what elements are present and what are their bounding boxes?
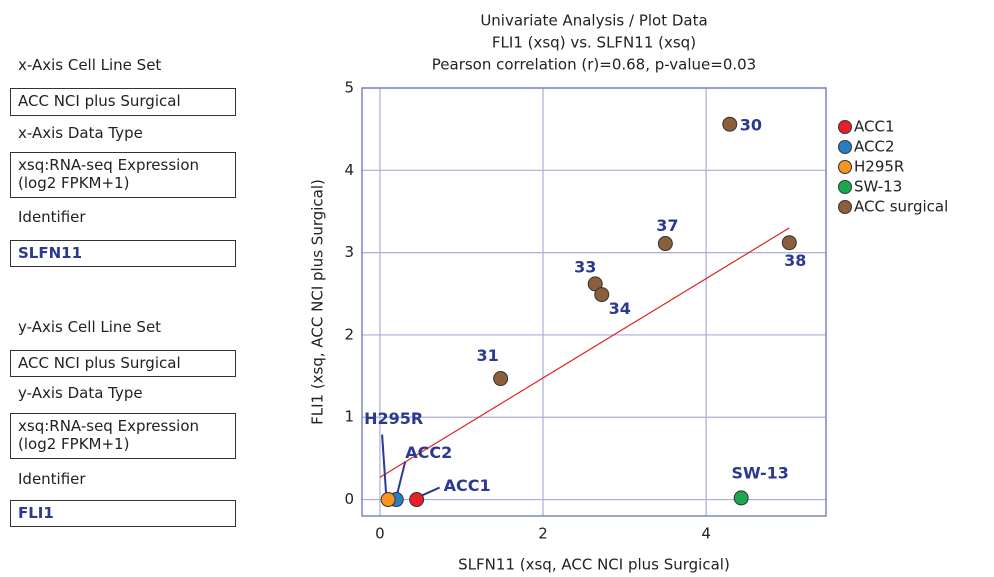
- legend-label: SW-13: [854, 178, 902, 196]
- text: xsq:RNA-seq Expression: [18, 417, 200, 435]
- y-tick-label: 0: [344, 490, 354, 508]
- text: (log2 FPKM+1): [18, 435, 130, 453]
- point-label: 33: [574, 257, 596, 276]
- text: (log2 FPKM+1): [18, 174, 130, 192]
- chart-title: Pearson correlation (r)=0.68, p-value=0.…: [432, 56, 756, 74]
- label: Identifier: [18, 470, 86, 488]
- select[interactable]: ACC NCI plus Surgical: [10, 350, 236, 377]
- y-tick-label: 4: [344, 161, 354, 179]
- legend-marker: [838, 120, 852, 134]
- y-axis-label: FLI1 (xsq, ACC NCI plus Surgical): [309, 179, 327, 425]
- leader-line: [396, 461, 407, 494]
- label: x-Axis Data Type: [18, 124, 143, 142]
- y-tick-label: 3: [344, 243, 354, 261]
- point: [594, 287, 610, 303]
- chart-title: Univariate Analysis / Plot Data: [480, 12, 707, 30]
- legend-marker: [838, 200, 852, 214]
- select[interactable]: ACC NCI plus Surgical: [10, 88, 236, 116]
- point-label: 30: [740, 116, 762, 135]
- legend-label: ACC surgical: [854, 198, 948, 216]
- select[interactable]: xsq:RNA-seq Expression (log2 FPKM+1): [10, 152, 236, 198]
- point: [409, 492, 425, 508]
- leader-line: [381, 434, 388, 494]
- point: [493, 371, 509, 387]
- select[interactable]: xsq:RNA-seq Expression (log2 FPKM+1): [10, 413, 236, 459]
- trend-line: [379, 227, 790, 478]
- label: y-Axis Cell Line Set: [18, 318, 162, 336]
- point-label: ACC1: [444, 476, 491, 495]
- point-label: 37: [656, 216, 678, 235]
- point: [733, 490, 749, 506]
- legend-label: ACC2: [854, 138, 895, 156]
- y-tick-label: 5: [344, 79, 354, 97]
- legend-marker: [838, 180, 852, 194]
- label: x-Axis Cell Line Set: [18, 56, 162, 74]
- legend-label: H295R: [854, 158, 904, 176]
- point-label: 31: [476, 346, 498, 365]
- text: xsq:RNA-seq Expression: [18, 156, 200, 174]
- point-label: 38: [784, 251, 806, 270]
- point-label: H295R: [364, 409, 423, 428]
- x-tick-label: 2: [538, 525, 548, 543]
- chart-title: FLI1 (xsq) vs. SLFN11 (xsq): [492, 34, 696, 52]
- legend-marker: [838, 140, 852, 154]
- point-label: SW-13: [732, 463, 789, 482]
- label: y-Axis Data Type: [18, 384, 143, 402]
- plot-border: [361, 87, 827, 517]
- point: [657, 236, 673, 252]
- input[interactable]: SLFN11: [10, 240, 236, 267]
- point-label: 34: [609, 299, 631, 318]
- point: [722, 116, 738, 132]
- x-axis-label: SLFN11 (xsq, ACC NCI plus Surgical): [458, 556, 730, 574]
- leader-line: [421, 486, 441, 497]
- x-tick-label: 0: [375, 525, 385, 543]
- point: [380, 492, 396, 508]
- x-tick-label: 4: [701, 525, 711, 543]
- input[interactable]: FLI1: [10, 500, 236, 527]
- legend-marker: [838, 160, 852, 174]
- legend-label: ACC1: [854, 118, 895, 136]
- y-tick-label: 1: [344, 408, 354, 426]
- y-tick-label: 2: [344, 325, 354, 343]
- point: [781, 235, 797, 251]
- point-label: ACC2: [405, 443, 452, 462]
- label: Identifier: [18, 208, 86, 226]
